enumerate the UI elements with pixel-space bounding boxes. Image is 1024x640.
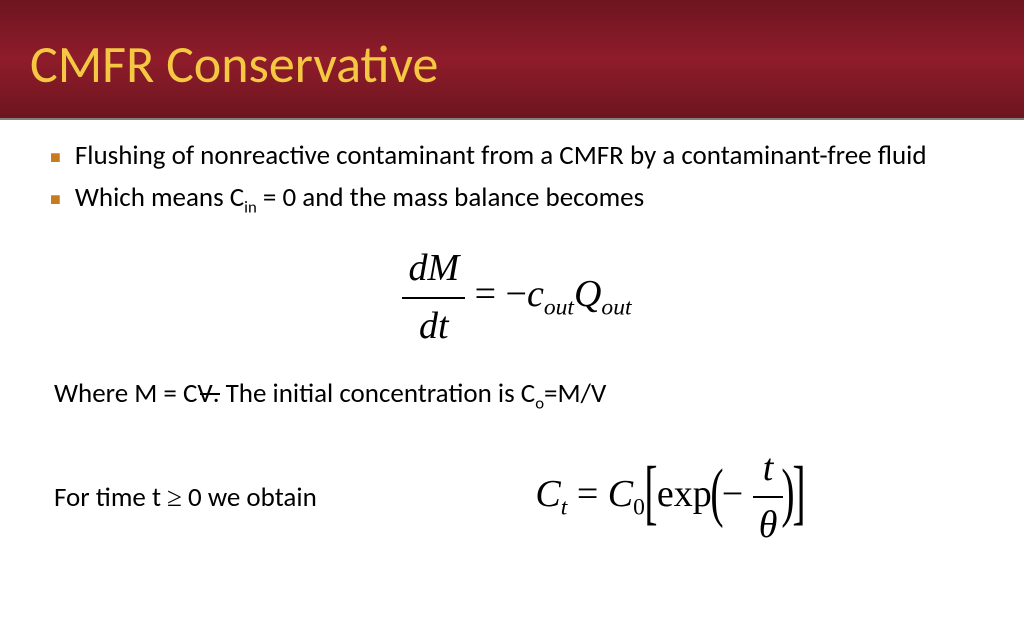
left-bracket: [ xyxy=(644,464,657,522)
bullet-item: ■ Which means Cin = 0 and the mass balan… xyxy=(50,180,984,219)
right-bracket: ] xyxy=(793,464,806,522)
final-row: For time t ≥ 0 we obtain Ct = C0[exp(− t… xyxy=(50,443,984,552)
slide-body: ■ Flushing of nonreactive contaminant fr… xyxy=(0,120,1024,572)
slide-header: CMFR Conservative xyxy=(0,0,1024,118)
left-paren: ( xyxy=(710,467,723,520)
fraction-t-theta: tθ xyxy=(753,443,784,552)
bullet-icon: ■ xyxy=(50,145,61,169)
equation-2: Ct = C0[exp(− tθ)] xyxy=(317,443,984,552)
eq-c-sub: out xyxy=(544,295,574,321)
for-time-text: For time t ≥ 0 we obtain xyxy=(54,479,317,516)
bullet-text-1: Flushing of nonreactive contaminant from… xyxy=(75,138,984,174)
eq2-C0: C xyxy=(608,473,633,515)
eq2-minus: − xyxy=(722,473,753,515)
eq-Q: Q xyxy=(574,273,601,315)
eq-c: c xyxy=(527,273,544,315)
eq2-exp: exp xyxy=(657,473,712,515)
equation-1: dM dt = −coutQout xyxy=(50,243,984,352)
frac2-den: θ xyxy=(753,498,784,551)
bullet-text-2: Which means Cin = 0 and the mass balance… xyxy=(75,180,984,219)
where-line: Where M = CV. The initial concentration … xyxy=(54,376,984,415)
slide-title: CMFR Conservative xyxy=(30,32,438,96)
fraction-dm-dt: dM dt xyxy=(402,243,465,352)
frac-num: dM xyxy=(402,243,465,298)
eq2-C0-sub: 0 xyxy=(633,495,645,521)
eq2-C: C xyxy=(535,473,560,515)
eq-Q-sub: out xyxy=(601,295,631,321)
eq-equals-minus: = − xyxy=(465,273,527,315)
bullet-item: ■ Flushing of nonreactive contaminant fr… xyxy=(50,138,984,174)
eq2-equals: = xyxy=(567,473,607,515)
bullet-icon: ■ xyxy=(50,187,61,211)
frac2-num: t xyxy=(753,443,784,498)
frac-den: dt xyxy=(402,299,465,352)
